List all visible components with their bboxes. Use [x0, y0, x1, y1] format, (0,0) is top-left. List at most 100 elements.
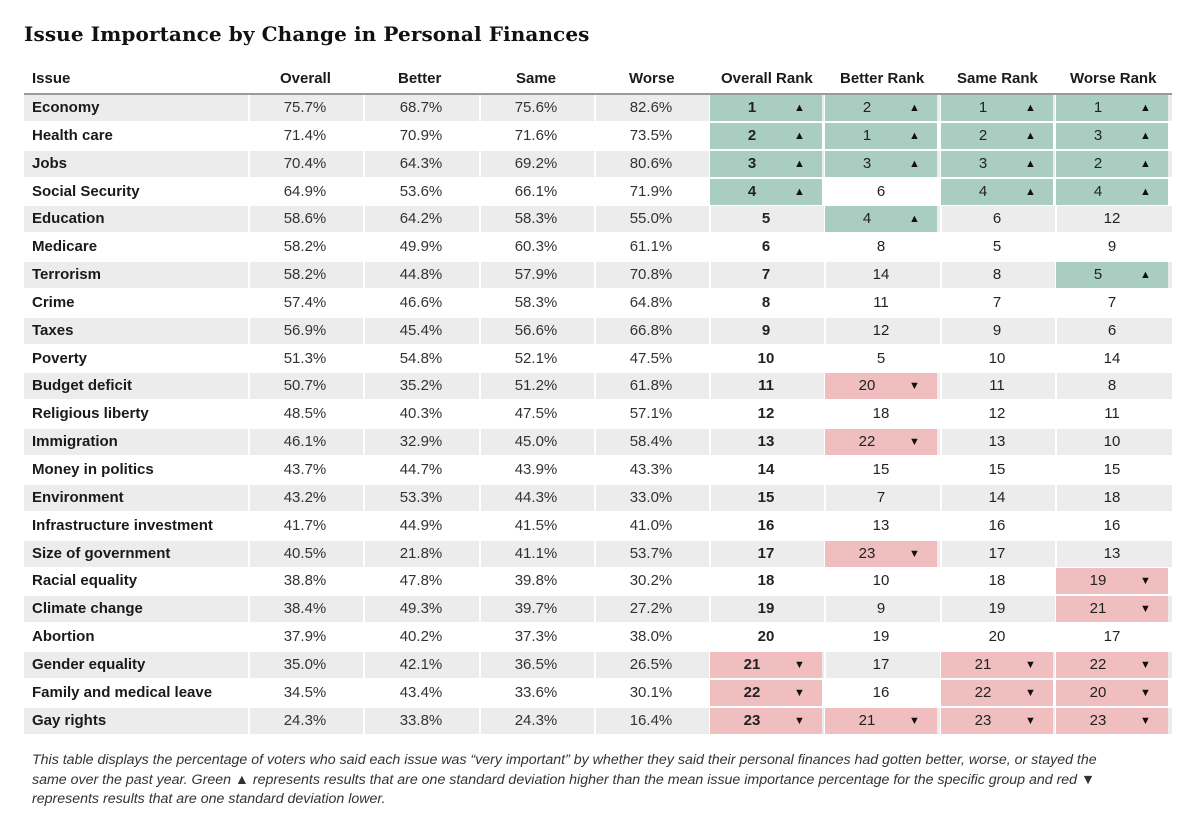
better-rank-value: 6	[876, 182, 886, 200]
overall-rank-value: 6	[761, 238, 771, 256]
same-rank-value: 14	[988, 488, 1006, 506]
triangle-down-icon: ▼	[1025, 658, 1036, 671]
worse-rank-cell: 3 ▲	[1056, 122, 1168, 149]
better-rank-value: 23	[858, 544, 876, 562]
better-rank-cell: 16	[825, 680, 937, 706]
triangle-up-icon: ▲	[1025, 129, 1036, 142]
issue-label: Gay rights	[32, 711, 107, 729]
worse-percent: 33.0%	[629, 488, 673, 506]
better-rank-value: 18	[872, 405, 890, 423]
triangle-up-icon: ▲	[794, 129, 805, 142]
same-rank-value: 18	[988, 572, 1006, 590]
better-percent: 40.3%	[399, 405, 443, 423]
overall-percent: 50.7%	[283, 377, 327, 395]
worse-rank-cell: 15	[1056, 457, 1168, 483]
worse-rank-cell: 18	[1056, 485, 1168, 511]
overall-percent: 64.9%	[283, 182, 327, 200]
worse-percent: 55.0%	[629, 210, 673, 228]
issue-label: Gender equality	[32, 655, 146, 673]
table-row: Climate change 38.4% 49.3% 39.7% 27.2% 19 9 19 2…	[24, 596, 1172, 624]
issue-label: Size of government	[32, 544, 171, 562]
table-row: Gay rights 24.3% 33.8% 24.3% 16.4% 23 ▼ 21 ▼ 23 ▼ 2…	[24, 707, 1172, 736]
better-rank-cell: 4 ▲	[825, 206, 937, 233]
issue-label: Economy	[32, 99, 100, 116]
better-percent: 64.2%	[399, 210, 443, 228]
table-row: Budget deficit 50.7% 35.2% 51.2% 61.8% 11 20 ▼ 1…	[24, 373, 1172, 401]
overall-percent: 58.6%	[283, 210, 327, 228]
overall-rank-value: 10	[757, 349, 775, 367]
table-row: Immigration 46.1% 32.9% 45.0% 58.4% 13 22 ▼ 13 10	[24, 429, 1172, 457]
table-row: Abortion 37.9% 40.2% 37.3% 38.0% 20 19 20 17	[24, 624, 1172, 652]
worse-rank-cell: 8	[1056, 373, 1168, 399]
table-row: Racial equality 38.8% 47.8% 39.8% 30.2% 18 10 1…	[24, 568, 1172, 596]
better-percent: 49.3%	[399, 600, 443, 618]
worse-rank-value: 5	[1093, 266, 1103, 284]
same-rank-value: 20	[988, 628, 1006, 646]
worse-rank-cell: 9	[1056, 234, 1168, 260]
better-rank-cell: 19	[825, 624, 937, 650]
same-rank-value: 12	[988, 405, 1006, 423]
worse-percent: 61.1%	[629, 238, 673, 256]
overall-rank-value: 21	[743, 655, 761, 673]
overall-rank-value: 18	[757, 572, 775, 590]
better-rank-cell: 10	[825, 568, 937, 594]
same-rank-cell: 15	[941, 457, 1053, 483]
worse-percent: 53.7%	[629, 544, 673, 562]
same-rank-value: 3	[978, 154, 988, 172]
same-rank-value: 5	[992, 238, 1002, 256]
issue-label: Terrorism	[32, 266, 101, 284]
better-rank-value: 22	[858, 433, 876, 451]
worse-rank-value: 13	[1103, 544, 1121, 562]
overall-percent: 40.5%	[283, 544, 327, 562]
better-rank-cell: 21 ▼	[825, 707, 937, 734]
footnote: This table displays the percentage of vo…	[32, 752, 1097, 808]
worse-rank-value: 16	[1103, 516, 1121, 534]
overall-percent: 37.9%	[283, 628, 327, 646]
overall-percent: 51.3%	[283, 349, 327, 367]
triangle-down-icon: ▼	[1140, 714, 1151, 727]
same-rank-cell: 11	[941, 373, 1053, 399]
issue-label: Family and medical leave	[32, 683, 213, 701]
worse-percent: 30.1%	[629, 683, 673, 701]
worse-rank-value: 18	[1103, 488, 1121, 506]
table-header: Issue Overall Better Same Worse Overall Rank B…	[24, 66, 1172, 95]
overall-rank-cell: 5	[710, 206, 822, 232]
overall-rank-cell: 21 ▼	[710, 651, 822, 678]
overall-rank-value: 1	[747, 99, 757, 116]
overall-rank-cell: 6	[710, 234, 822, 260]
same-percent: 45.0%	[514, 433, 558, 451]
better-rank-value: 12	[872, 321, 890, 339]
overall-percent: 43.7%	[283, 460, 327, 478]
better-rank-value: 16	[872, 683, 890, 701]
triangle-up-icon: ▲	[909, 102, 920, 114]
triangle-up-icon: ▲	[1140, 129, 1151, 142]
worse-percent: 27.2%	[629, 600, 673, 618]
overall-percent: 57.4%	[283, 293, 327, 311]
worse-rank-cell: 2 ▲	[1056, 150, 1168, 177]
column-header-better: Better	[398, 70, 442, 87]
same-rank-value: 1	[978, 99, 988, 116]
triangle-up-icon: ▲	[1025, 157, 1036, 170]
issue-label: Money in politics	[32, 460, 154, 478]
overall-rank-cell: 23 ▼	[710, 707, 822, 734]
better-percent: 40.2%	[399, 628, 443, 646]
better-percent: 53.6%	[399, 182, 443, 200]
better-percent: 44.8%	[399, 266, 443, 284]
column-header-overall: Overall	[280, 70, 331, 87]
better-rank-value: 7	[876, 488, 886, 506]
better-rank-value: 17	[872, 655, 890, 673]
same-rank-cell: 7	[941, 290, 1053, 316]
better-rank-cell: 12	[825, 318, 937, 344]
overall-rank-value: 9	[761, 321, 771, 339]
worse-rank-cell: 7	[1056, 290, 1168, 316]
worse-rank-value: 6	[1107, 321, 1117, 339]
better-rank-value: 13	[872, 516, 890, 534]
worse-rank-cell: 22 ▼	[1056, 651, 1168, 678]
overall-rank-cell: 18	[710, 568, 822, 594]
table-row: Religious liberty 48.5% 40.3% 47.5% 57.1% 12 1…	[24, 401, 1172, 429]
better-percent: 33.8%	[399, 711, 443, 729]
overall-rank-cell: 13	[710, 429, 822, 455]
worse-percent: 38.0%	[629, 628, 673, 646]
worse-rank-cell: 19 ▼	[1056, 568, 1168, 595]
overall-rank-cell: 8	[710, 290, 822, 316]
